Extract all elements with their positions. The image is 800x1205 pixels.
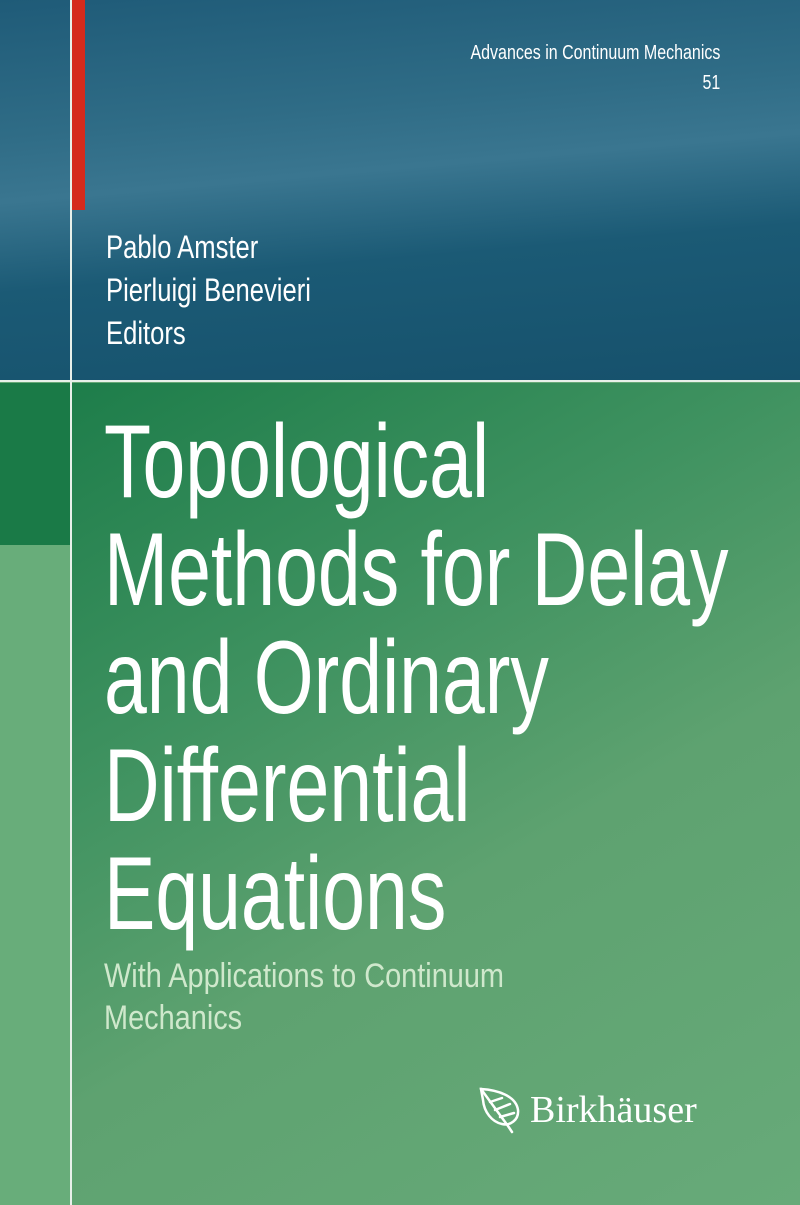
leaf-icon (479, 1087, 520, 1134)
title-line: and Ordinary (104, 620, 549, 736)
title-line: Differential (104, 728, 471, 844)
editors-label: Editors (106, 315, 186, 351)
vertical-rule (70, 0, 72, 1205)
book-subtitle: With Applications to Continuum Mechanics (104, 955, 575, 1039)
title-line: Topological (104, 404, 490, 520)
author-2: Pierluigi Benevieri (106, 272, 311, 308)
series-info: Advances in Continuum Mechanics 51 (408, 38, 720, 98)
book-title: Topological Methods for Delay and Ordina… (104, 408, 800, 948)
subtitle-line: Mechanics (104, 999, 243, 1037)
horizontal-rule (0, 380, 800, 382)
bottom-band (0, 383, 800, 1205)
series-number: 51 (702, 72, 720, 94)
author-1: Pablo Amster (106, 229, 259, 265)
top-band (0, 0, 800, 381)
publisher-name: Birkhäuser (530, 1089, 697, 1131)
title-line: Equations (104, 836, 447, 952)
publisher-logo: Birkhäuser (478, 1086, 697, 1134)
authors: Pablo Amster Pierluigi Benevieri Editors (106, 226, 362, 355)
series-name: Advances in Continuum Mechanics (470, 42, 720, 64)
red-accent-bar (72, 0, 85, 210)
title-line: Methods for Delay (104, 512, 729, 628)
subtitle-line: With Applications to Continuum (104, 957, 504, 995)
left-light-strip (0, 545, 71, 1205)
left-accent-strip (0, 383, 71, 545)
